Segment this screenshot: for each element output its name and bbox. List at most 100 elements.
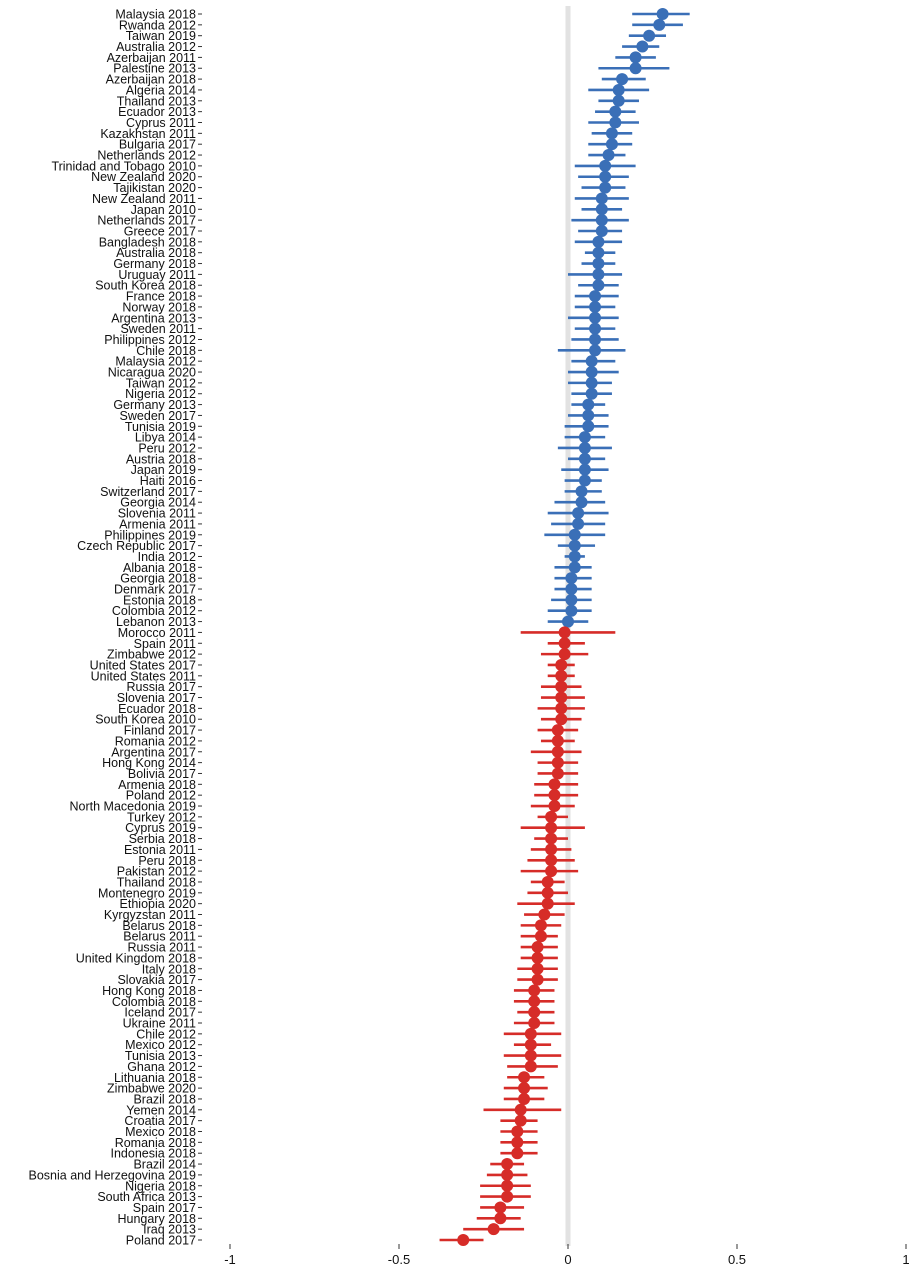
- y-tick-label-nigeria-2018: Nigeria 2018: [125, 1179, 196, 1193]
- point-azerbaijan-2011: [629, 51, 642, 64]
- point-russia-2017: [555, 680, 568, 693]
- y-tick-label-libya-2014: Libya 2014: [135, 431, 196, 445]
- y-tick-label-spain-2011: Spain 2011: [134, 637, 196, 651]
- point-peru-2012: [578, 441, 591, 454]
- y-tick-label-trinidad-and-tobago-2010: Trinidad and Tobago 2010: [51, 159, 196, 173]
- y-tick-label-nicaragua-2020: Nicaragua 2020: [108, 366, 196, 380]
- x-tick-label: 0: [564, 1252, 571, 1267]
- point-croatia-2017: [514, 1114, 527, 1127]
- point-ghana-2012: [524, 1060, 537, 1073]
- point-chile-2018: [589, 344, 602, 357]
- point-new-zealand-2011: [595, 192, 608, 205]
- point-denmark-2017: [565, 583, 578, 596]
- point-argentina-2013: [589, 311, 602, 324]
- y-tick-label-morocco-2011: Morocco 2011: [118, 626, 196, 640]
- y-tick-label-philippines-2012: Philippines 2012: [104, 333, 196, 347]
- y-tick-label-bosnia-and-herzegovina-2019: Bosnia and Herzegovina 2019: [29, 1168, 197, 1182]
- point-netherlands-2012: [602, 149, 615, 162]
- y-tick-label-poland-2017: Poland 2017: [126, 1234, 196, 1248]
- y-tick-label-romania-2018: Romania 2018: [115, 1136, 196, 1150]
- y-tick-label-australia-2018: Australia 2018: [116, 246, 196, 260]
- y-tick-label-serbia-2018: Serbia 2018: [129, 832, 196, 846]
- y-tick-label-new-zealand-2011: New Zealand 2011: [92, 192, 196, 206]
- point-nigeria-2018: [501, 1179, 514, 1192]
- point-armenia-2011: [572, 517, 585, 530]
- point-georgia-2014: [575, 496, 588, 509]
- point-belarus-2018: [534, 919, 547, 932]
- y-tick-label-japan-2019: Japan 2019: [131, 463, 196, 477]
- y-tick-label-united-states-2017: United States 2017: [90, 658, 196, 672]
- y-tick-label-hungary-2018: Hungary 2018: [117, 1212, 196, 1226]
- y-tick-label-finland-2017: Finland 2017: [124, 724, 196, 738]
- y-tick-label-hong-kong-2018: Hong Kong 2018: [102, 984, 196, 998]
- y-tick-label-peru-2012: Peru 2012: [138, 441, 196, 455]
- point-south-africa-2013: [501, 1190, 514, 1203]
- y-tick-label-malaysia-2018: Malaysia 2018: [115, 8, 196, 22]
- y-tick-label-armenia-2018: Armenia 2018: [118, 778, 196, 792]
- point-estonia-2011: [545, 843, 558, 856]
- y-tick-label-palestine-2013: Palestine 2013: [113, 62, 196, 76]
- point-bolivia-2017: [551, 767, 564, 780]
- point-palestine-2013: [629, 62, 642, 75]
- point-australia-2012: [636, 40, 649, 53]
- point-colombia-2012: [565, 604, 578, 617]
- point-malaysia-2012: [585, 355, 598, 368]
- point-bosnia-and-herzegovina-2019: [501, 1168, 514, 1181]
- point-mexico-2018: [511, 1125, 524, 1138]
- y-tick-label-italy-2018: Italy 2018: [142, 962, 196, 976]
- point-georgia-2018: [565, 572, 578, 585]
- point-kazakhstan-2011: [605, 127, 618, 140]
- y-tick-label-colombia-2018: Colombia 2018: [112, 995, 196, 1009]
- point-japan-2010: [595, 203, 608, 216]
- point-colombia-2018: [528, 995, 541, 1008]
- point-malaysia-2018: [656, 8, 669, 20]
- point-ecuador-2018: [555, 702, 568, 715]
- point-albania-2018: [568, 561, 581, 574]
- point-united-kingdom-2018: [531, 951, 544, 964]
- y-tick-label-czech-republic-2017: Czech Republic 2017: [77, 539, 196, 553]
- y-tick-label-thailand-2018: Thailand 2018: [117, 875, 196, 889]
- point-switzerland-2017: [575, 485, 588, 498]
- y-tick-label-estonia-2018: Estonia 2018: [123, 593, 196, 607]
- point-tunisia-2013: [524, 1049, 537, 1062]
- point-taiwan-2012: [585, 376, 598, 389]
- y-tick-label-netherlands-2017: Netherlands 2017: [97, 214, 196, 228]
- y-tick-label-kazakhstan-2011: Kazakhstan 2011: [100, 127, 196, 141]
- y-tick-label-south-korea-2010: South Korea 2010: [95, 713, 196, 727]
- y-tick-label-switzerland-2017: Switzerland 2017: [100, 485, 196, 499]
- y-tick-label-poland-2012: Poland 2012: [126, 789, 196, 803]
- y-tick-label-cyprus-2011: Cyprus 2011: [126, 116, 196, 130]
- point-france-2018: [589, 290, 602, 303]
- y-tick-label-pakistan-2012: Pakistan 2012: [117, 865, 196, 879]
- y-tick-label-germany-2013: Germany 2013: [113, 398, 196, 412]
- point-austria-2018: [578, 452, 591, 465]
- y-tick-label-ethiopia-2020: Ethiopia 2020: [120, 897, 197, 911]
- point-australia-2018: [592, 246, 605, 259]
- point-montenegro-2019: [541, 886, 554, 899]
- y-tick-label-united-kingdom-2018: United Kingdom 2018: [76, 951, 196, 965]
- point-cyprus-2019: [545, 821, 558, 834]
- x-tick-label: -1: [224, 1252, 236, 1267]
- y-tick-label-belarus-2011: Belarus 2011: [123, 930, 196, 944]
- y-tick-label-indonesia-2018: Indonesia 2018: [111, 1147, 197, 1161]
- y-tick-label-armenia-2011: Armenia 2011: [119, 517, 196, 531]
- y-tick-label-sweden-2017: Sweden 2017: [120, 409, 197, 423]
- point-chile-2012: [524, 1027, 537, 1040]
- y-tick-label-lebanon-2013: Lebanon 2013: [116, 615, 196, 629]
- point-philippines-2012: [589, 333, 602, 346]
- point-morocco-2011: [558, 626, 571, 639]
- y-tick-label-netherlands-2012: Netherlands 2012: [97, 149, 196, 163]
- point-turkey-2012: [545, 810, 558, 823]
- y-tick-label-slovenia-2011: Slovenia 2011: [118, 507, 196, 521]
- y-tick-label-denmark-2017: Denmark 2017: [114, 583, 196, 597]
- point-cyprus-2011: [609, 116, 622, 129]
- point-azerbaijan-2018: [616, 73, 629, 86]
- y-tick-label-zimbabwe-2012: Zimbabwe 2012: [107, 648, 196, 662]
- point-spain-2017: [494, 1201, 507, 1214]
- y-tick-label-ecuador-2013: Ecuador 2013: [118, 105, 196, 119]
- y-tick-label-azerbaijan-2018: Azerbaijan 2018: [106, 73, 196, 87]
- point-zimbabwe-2020: [518, 1082, 531, 1095]
- point-brazil-2014: [501, 1158, 514, 1171]
- y-tick-label-spain-2017: Spain 2017: [133, 1201, 196, 1215]
- point-south-korea-2010: [555, 713, 568, 726]
